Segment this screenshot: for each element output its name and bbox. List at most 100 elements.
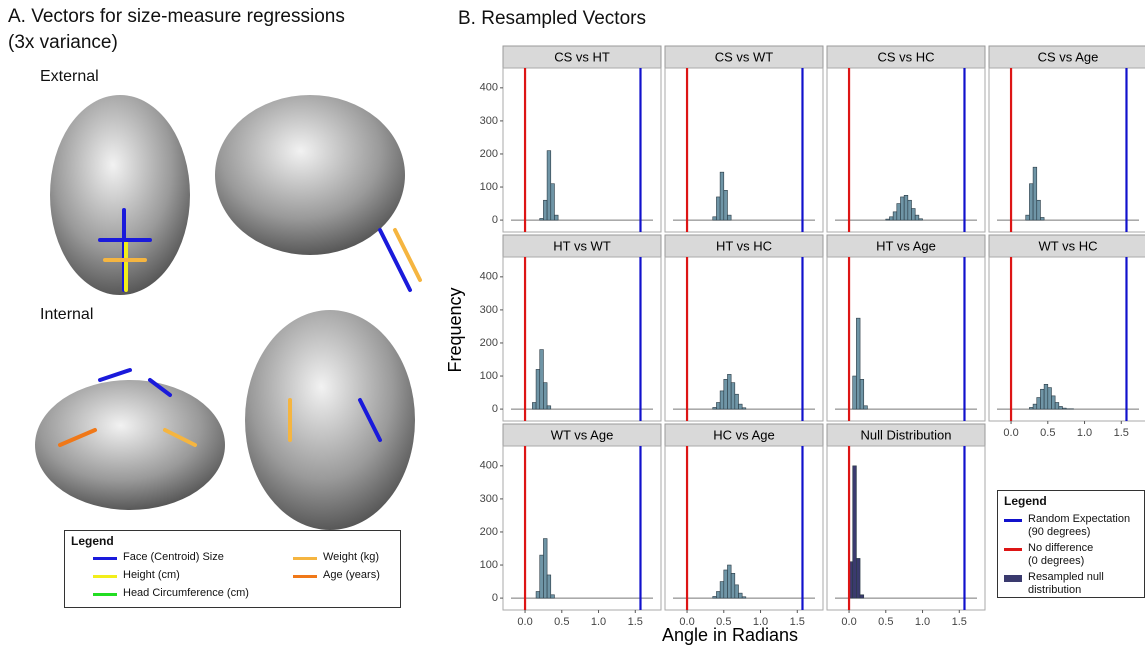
histogram-bar xyxy=(889,216,894,221)
histogram-bar xyxy=(543,538,548,599)
histogram-bar xyxy=(1036,397,1041,410)
legend-label: Resampled null distribution xyxy=(1028,571,1104,596)
histogram-bar xyxy=(730,382,736,410)
legend-label: Random Expectation (90 degrees) xyxy=(1028,513,1131,538)
legend-label: Height (cm) xyxy=(123,569,180,581)
y-tick-label: 0 xyxy=(492,592,498,604)
x-tick-label: 0.5 xyxy=(878,616,893,628)
histogram-bar xyxy=(546,574,552,599)
histogram-bar xyxy=(914,214,920,221)
histogram-bar xyxy=(1043,383,1049,410)
plot-panel xyxy=(988,67,1145,233)
y-tick-label: 0 xyxy=(492,214,498,226)
histogram-bar xyxy=(1025,214,1030,221)
histogram-bar xyxy=(730,572,736,599)
histogram-bar xyxy=(716,196,721,221)
x-tick-label: 1.5 xyxy=(1114,427,1129,439)
histogram-bar xyxy=(1062,407,1067,410)
panel-b-title: B. Resampled Vectors xyxy=(458,8,646,29)
legend-swatch xyxy=(1004,575,1022,582)
histogram-bar xyxy=(719,581,725,599)
panel-a-legend: Legend Face (Centroid) Size Height (cm) He… xyxy=(64,530,401,608)
histogram-bar xyxy=(716,402,721,410)
legend-swatch xyxy=(1004,519,1022,522)
y-tick-label: 100 xyxy=(480,559,498,571)
histogram-bar xyxy=(900,196,905,221)
chart-legend: Legend Random Expectation (90 degrees) No… xyxy=(997,490,1145,598)
histogram-bar xyxy=(859,594,865,599)
x-tick-label: 1.5 xyxy=(952,616,967,628)
legend-label: Weight (kg) xyxy=(323,551,380,563)
histogram-bar xyxy=(1032,403,1038,410)
histogram-bar xyxy=(543,199,548,221)
x-tick-label: 0.5 xyxy=(716,616,731,628)
plot-panel xyxy=(664,67,824,233)
histogram-bar xyxy=(539,218,544,221)
panel-a-title: A. Vectors for size-measure regressions xyxy=(8,6,345,27)
plot-panel xyxy=(502,256,662,422)
plot-panel xyxy=(502,67,662,233)
legend-label: Face (Centroid) Size xyxy=(123,551,224,563)
histogram-bar xyxy=(863,405,868,410)
histogram-bar xyxy=(1036,199,1041,221)
histogram-bar xyxy=(741,596,747,599)
x-tick-label: 0.5 xyxy=(1040,427,1055,439)
histogram-bar xyxy=(539,349,544,410)
x-tick-label: 0.0 xyxy=(679,616,694,628)
x-tick-label: 1.0 xyxy=(591,616,606,628)
legend-swatch xyxy=(93,593,117,596)
histogram-bar xyxy=(738,403,743,410)
histogram-bar xyxy=(719,171,725,221)
facet-title: CS vs HC xyxy=(877,49,934,64)
y-tick-label: 100 xyxy=(480,181,498,193)
histogram-bar xyxy=(550,183,555,221)
y-tick-label: 300 xyxy=(480,115,498,127)
plot-panel xyxy=(988,256,1145,422)
facet-title: HT vs HC xyxy=(716,238,772,253)
histogram-bar xyxy=(719,390,725,410)
histogram-bar xyxy=(892,211,898,221)
histogram-bar xyxy=(535,591,541,599)
legend-label: Head Circumference (cm) xyxy=(123,587,249,599)
x-tick-label: 1.5 xyxy=(628,616,643,628)
x-tick-label: 1.5 xyxy=(790,616,805,628)
legend-swatch xyxy=(93,575,117,578)
histogram-bar xyxy=(550,594,555,599)
plot-panel xyxy=(502,445,662,611)
facet-title: HT vs WT xyxy=(553,238,611,253)
facet-title: CS vs Age xyxy=(1038,49,1099,64)
y-tick-label: 100 xyxy=(480,370,498,382)
histogram-bar xyxy=(911,208,916,221)
histogram-bar xyxy=(859,379,865,410)
histogram-bar xyxy=(554,214,559,221)
plot-panel xyxy=(664,256,824,422)
panel-a-subtitle: (3x variance) xyxy=(8,32,118,53)
histogram-bar xyxy=(712,407,717,410)
facet-title: CS vs WT xyxy=(715,49,774,64)
histogram-bar xyxy=(738,592,743,599)
view-label: External xyxy=(40,68,99,85)
histogram-bar xyxy=(1029,407,1034,410)
histogram-bar xyxy=(1040,388,1045,410)
y-tick-label: 300 xyxy=(480,493,498,505)
x-tick-label: 1.0 xyxy=(753,616,768,628)
y-tick-label: 200 xyxy=(480,337,498,349)
histogram-bar xyxy=(856,317,861,410)
legend-title: Legend xyxy=(71,534,114,548)
histogram-bar xyxy=(723,569,728,599)
legend-swatch xyxy=(293,557,317,560)
facet-title: CS vs HT xyxy=(554,49,610,64)
legend-swatch xyxy=(1004,548,1022,551)
plot-panel xyxy=(664,445,824,611)
facet-title: HC vs Age xyxy=(713,427,774,442)
y-axis-label: Frequency xyxy=(445,287,465,372)
histogram-bar xyxy=(727,564,732,599)
plot-panel xyxy=(826,256,986,422)
facet-title: WT vs Age xyxy=(551,427,614,442)
histogram-bar xyxy=(907,199,912,221)
facet-title: HT vs Age xyxy=(876,238,936,253)
legend-label: No difference (0 degrees) xyxy=(1028,542,1094,567)
histogram-bar xyxy=(723,190,728,221)
x-tick-label: 0.5 xyxy=(554,616,569,628)
histogram-bar xyxy=(1040,217,1045,221)
